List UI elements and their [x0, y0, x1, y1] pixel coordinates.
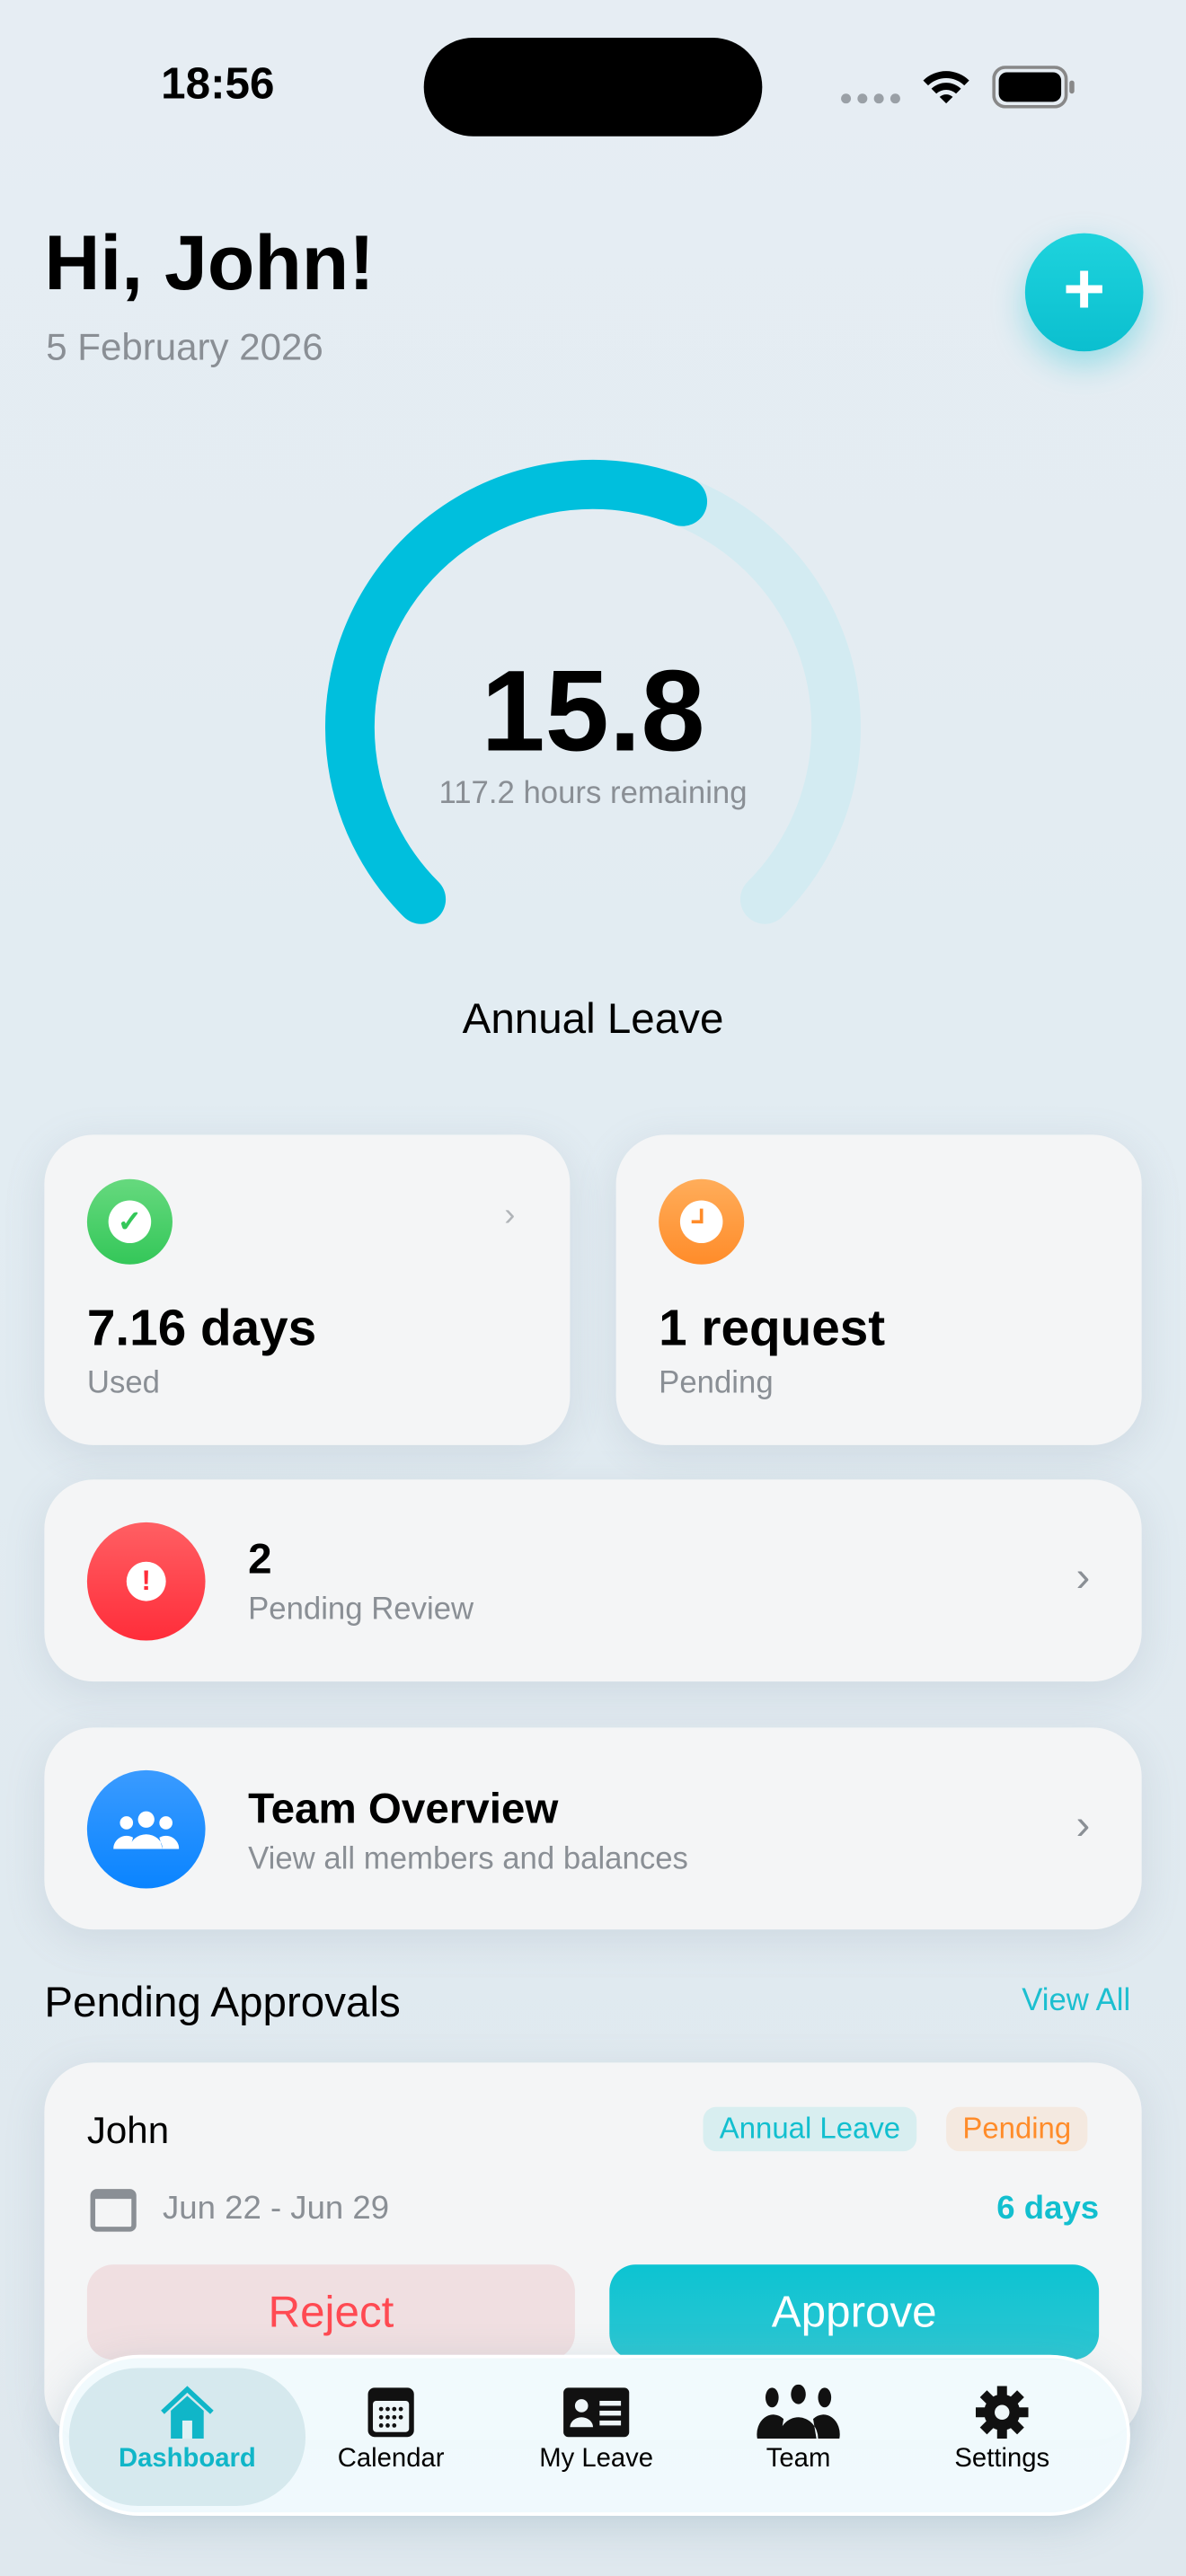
- tab-settings[interactable]: Settings: [898, 2368, 1105, 2506]
- review-count: 2: [248, 1533, 272, 1584]
- exclamation-icon: !: [86, 1522, 206, 1641]
- remaining-hours: 117.2 hours remaining: [438, 776, 748, 812]
- status-time: 18:56: [161, 58, 275, 109]
- leave-type-badge: Annual Leave: [703, 2106, 917, 2152]
- tab-team[interactable]: Team: [695, 2368, 901, 2506]
- id-card-icon: [563, 2387, 630, 2438]
- calendar-icon: [367, 2387, 414, 2438]
- tab-label: Calendar: [337, 2445, 445, 2474]
- add-request-button[interactable]: +: [1024, 233, 1144, 352]
- plus-icon: +: [1063, 249, 1106, 331]
- team-title: Team Overview: [248, 1783, 559, 1833]
- tab-label: Settings: [954, 2445, 1050, 2474]
- pending-value: 1 request: [659, 1299, 886, 1357]
- status-badge: Pending: [946, 2106, 1088, 2152]
- greeting: Hi, John!: [44, 218, 375, 306]
- remaining-days: 15.8: [481, 647, 705, 775]
- used-value: 7.16 days: [86, 1299, 317, 1357]
- tab-calendar[interactable]: Calendar: [288, 2368, 494, 2506]
- chevron-right-icon: ›: [1075, 1551, 1091, 1601]
- tab-label: Dashboard: [119, 2445, 256, 2474]
- pending-card[interactable]: 1 request Pending: [615, 1134, 1142, 1445]
- gauge-fill: [325, 459, 708, 924]
- duration: 6 days: [996, 2190, 1100, 2228]
- house-icon: [161, 2386, 214, 2439]
- dynamic-island: [423, 38, 763, 137]
- gauge-label: Annual Leave: [462, 993, 724, 1043]
- team-overview-card[interactable]: Team Overview View all members and balan…: [44, 1727, 1142, 1930]
- chevron-right-icon: ›: [1075, 1799, 1091, 1849]
- chevron-right-icon: ›: [504, 1196, 516, 1234]
- reject-button[interactable]: Reject: [86, 2264, 575, 2360]
- tab-my-leave[interactable]: My Leave: [492, 2368, 699, 2506]
- current-date: 5 February 2026: [46, 325, 323, 368]
- approve-button[interactable]: Approve: [609, 2264, 1100, 2360]
- signal-icon: [841, 93, 903, 104]
- calendar-icon: [90, 2189, 137, 2232]
- used-label: Used: [86, 1366, 161, 1401]
- requester-name: John: [86, 2108, 170, 2152]
- tab-dashboard[interactable]: Dashboard: [68, 2368, 306, 2506]
- tab-bar: Dashboard Calendar My Leave Team Setting…: [58, 2354, 1130, 2516]
- clock-icon: [659, 1178, 745, 1265]
- check-icon: ✓: [86, 1178, 173, 1265]
- tab-label: Team: [766, 2445, 831, 2474]
- view-all-link[interactable]: View All: [1022, 1983, 1131, 2018]
- people-icon: [86, 1769, 206, 1889]
- pending-review-card[interactable]: ! 2 Pending Review ›: [44, 1479, 1142, 1682]
- team-subtitle: View all members and balances: [248, 1842, 688, 1877]
- wifi-icon: [923, 71, 969, 104]
- review-label: Pending Review: [248, 1592, 474, 1628]
- people-icon: [757, 2384, 840, 2439]
- gear-icon: [976, 2386, 1029, 2439]
- leave-gauge: [325, 459, 861, 924]
- tab-label: My Leave: [539, 2445, 654, 2474]
- used-card[interactable]: ✓ › 7.16 days Used: [44, 1134, 571, 1445]
- pending-label: Pending: [659, 1366, 774, 1401]
- date-range: Jun 22 - Jun 29: [163, 2190, 390, 2228]
- battery-icon: [992, 66, 1075, 109]
- section-title: Pending Approvals: [44, 1977, 401, 2027]
